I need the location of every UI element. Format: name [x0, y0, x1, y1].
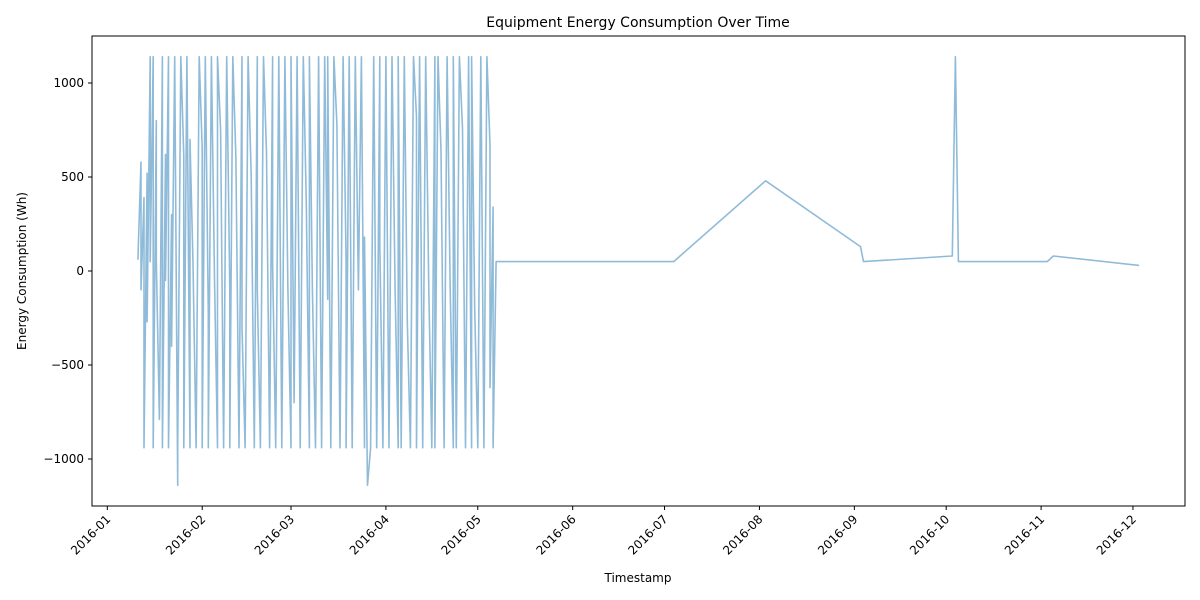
x-tick-label: 2016-12 — [1094, 512, 1139, 557]
y-tick-label: 500 — [61, 170, 84, 184]
x-tick-label: 2016-05 — [439, 512, 484, 557]
y-tick-label: −500 — [51, 358, 84, 372]
x-tick-label: 2016-02 — [163, 512, 208, 557]
y-tick-label: 1000 — [53, 76, 84, 90]
x-axis: 2016-01 2016-02 2016-03 2016-04 2016-05 2016-… — [68, 506, 1139, 558]
y-axis: −1000 −500 0 500 1000 — [43, 76, 92, 466]
x-tick-label: 2016-07 — [625, 512, 670, 557]
x-axis-label: Timestamp — [604, 571, 672, 585]
series-layer — [137, 55, 1140, 487]
y-axis-label: Energy Consumption (Wh) — [15, 192, 29, 350]
x-tick-label: 2016-04 — [347, 512, 392, 557]
x-tick-label: 2016-11 — [1002, 512, 1047, 557]
x-tick-label: 2016-10 — [907, 512, 952, 557]
x-tick-label: 2016-03 — [252, 512, 297, 557]
y-tick-label: −1000 — [43, 452, 84, 466]
series-line-1 — [137, 55, 1140, 487]
y-tick-label: 0 — [76, 264, 84, 278]
x-tick-label: 2016-06 — [533, 512, 578, 557]
chart-title: Equipment Energy Consumption Over Time — [486, 15, 789, 31]
x-tick-label: 2016-01 — [68, 512, 113, 557]
x-tick-label: 2016-08 — [720, 512, 765, 557]
x-tick-label: 2016-09 — [815, 512, 860, 557]
